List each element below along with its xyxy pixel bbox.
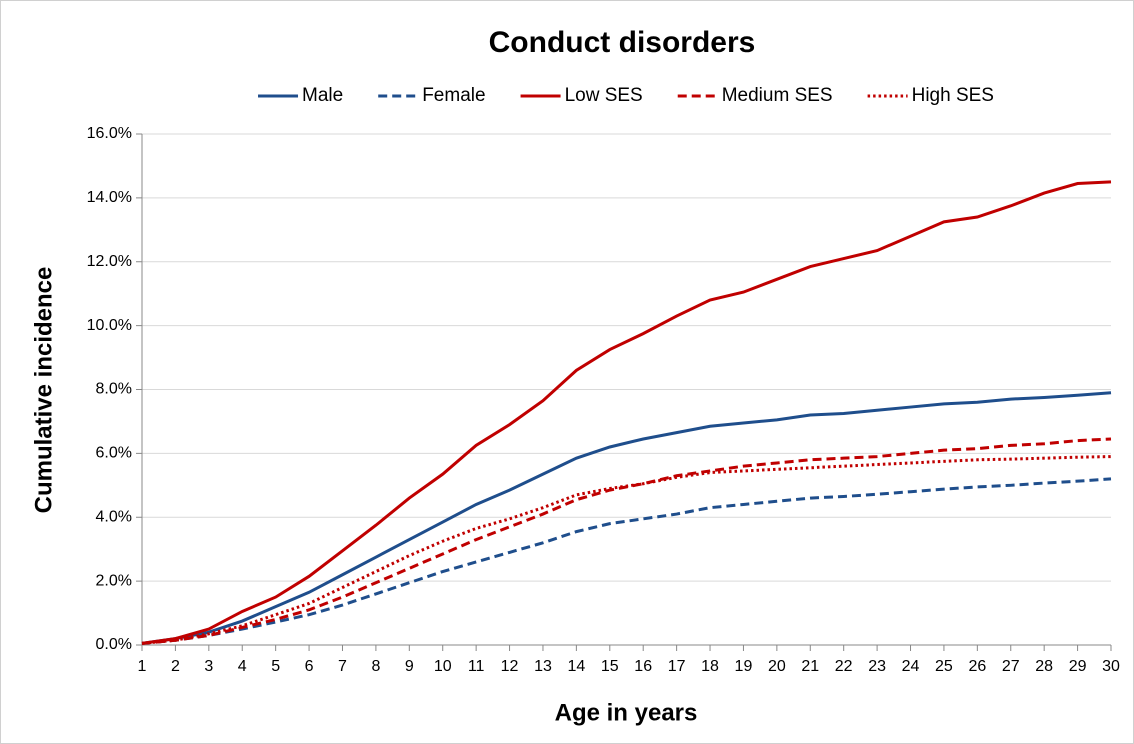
y-tick-label: 8.0%	[96, 381, 132, 398]
x-tick-label: 21	[801, 658, 819, 675]
y-tick-label: 0.0%	[96, 636, 132, 653]
x-tick-label: 14	[567, 658, 585, 675]
x-tick-label: 3	[204, 658, 213, 675]
y-tick-label: 2.0%	[96, 572, 132, 589]
x-tick-label: 12	[501, 658, 519, 675]
legend-label: Female	[422, 85, 485, 106]
legend-label: High SES	[912, 85, 994, 106]
x-tick-label: 8	[371, 658, 380, 675]
x-tick-label: 9	[405, 658, 414, 675]
x-tick-label: 11	[468, 658, 485, 675]
y-tick-label: 14.0%	[87, 189, 132, 206]
x-tick-label: 28	[1035, 658, 1053, 675]
x-tick-label: 5	[271, 658, 280, 675]
x-tick-label: 6	[305, 658, 314, 675]
series-line	[141, 180, 1112, 645]
x-tick-label: 23	[868, 658, 886, 675]
y-tick-label: 10.0%	[87, 317, 132, 334]
x-tick-label: 29	[1069, 658, 1087, 675]
x-tick-label: 2	[171, 658, 180, 675]
series-line	[141, 455, 1112, 645]
x-tick-label: 30	[1102, 658, 1120, 675]
y-axis-label: Cumulative incidence	[30, 267, 57, 514]
x-tick-label: 25	[935, 658, 953, 675]
x-tick-label: 13	[534, 658, 552, 675]
x-tick-label: 27	[1002, 658, 1020, 675]
x-tick-label: 24	[902, 658, 920, 675]
x-tick-label: 26	[968, 658, 986, 675]
y-tick-label: 4.0%	[96, 508, 132, 525]
x-tick-label: 17	[668, 658, 686, 675]
y-tick-label: 16.0%	[87, 125, 132, 142]
legend-label: Male	[302, 85, 343, 106]
x-tick-label: 20	[768, 658, 786, 675]
x-tick-label: 4	[238, 658, 247, 675]
x-tick-label: 7	[338, 658, 347, 675]
y-tick-label: 6.0%	[96, 445, 132, 462]
x-tick-label: 15	[601, 658, 619, 675]
x-tick-label: 16	[634, 658, 652, 675]
x-tick-label: 10	[434, 658, 452, 675]
legend-label: Low SES	[565, 85, 643, 106]
x-tick-label: 18	[701, 658, 719, 675]
x-tick-label: 1	[138, 658, 147, 675]
x-axis-label: Age in years	[555, 699, 698, 726]
chart-title: Conduct disorders	[489, 26, 756, 59]
x-tick-label: 19	[735, 658, 753, 675]
series-line	[141, 391, 1112, 645]
legend-label: Medium SES	[722, 85, 833, 106]
x-tick-label: 22	[835, 658, 853, 675]
y-tick-label: 12.0%	[87, 253, 132, 270]
